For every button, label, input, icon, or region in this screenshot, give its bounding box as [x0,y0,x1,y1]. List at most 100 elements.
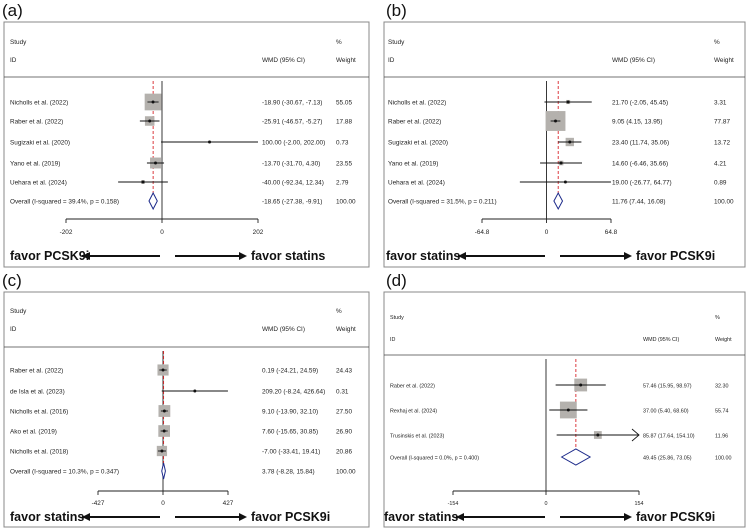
study-weight: 4.21 [714,161,727,168]
point-estimate [559,161,563,165]
study-weight: 0.31 [336,389,349,396]
study-weight: 17.88 [336,119,352,126]
study-weight: 77.87 [714,119,730,126]
study-weight: 27.50 [336,409,352,416]
study-row: Raber et al. (2022) 9.05 (4.15, 13.95) 77.… [388,111,730,131]
study-row: Yano et al. (2019) -13.70 (-31.70, 4.30) 2… [10,157,352,169]
forest-plot-d: Study ID WMD (95% CI)% Weight Raber et al. (… [383,291,746,528]
direction-left-label: favor statins [10,510,84,524]
point-estimate [568,140,572,144]
forest-plot-a: Study ID WMD (95% CI)% Weight Nicholls et al… [3,21,370,268]
direction-left-label: favor statins [384,510,458,524]
x-tick-label: -64.8 [475,229,490,236]
study-wmd-ci: -40.00 (-92.34, 12.34) [262,180,324,187]
overall-diamond [560,448,592,466]
overall-diamond [148,191,158,211]
study-wmd-ci: 209.20 (-8.24, 426.64) [262,389,325,396]
header-id: ID [390,337,395,343]
study-row: Sugizaki et al. (2020) 100.00 (-2.00, 202… [10,140,349,147]
study-weight: 55.05 [336,100,352,107]
point-estimate [563,180,567,184]
study-wmd-ci: -18.90 (-30.67, -7.13) [262,100,322,107]
direction-left-arrowhead [82,513,90,521]
study-name: Rexhaj et al. (2024) [390,409,437,415]
overall-row: Overall (I-squared = 31.5%, p = 0.211) 11… [388,191,734,211]
point-estimate [554,119,558,123]
point-estimate [160,449,164,453]
direction-right-arrowhead [239,252,247,260]
study-row: Trusinskis et al. (2023) 85.87 (17.64, 15… [390,428,728,442]
study-row: Raber et al. (2022) 0.19 (-24.21, 24.59) 2… [10,364,352,376]
study-row: Nicholls et al. (2018) -7.00 (-33.41, 19.… [10,445,352,457]
overall-row: Overall (I-squared = 0.0%, p = 0.400) 49.… [390,448,732,466]
x-tick-label: 0 [160,229,164,236]
header-percent: % [336,39,342,46]
point-estimate [566,408,570,412]
x-tick-label: -202 [60,229,73,236]
direction-left-arrowhead [458,252,466,260]
overall-diamond [161,462,166,480]
direction-left-arrowhead [456,513,464,521]
direction-right-label: favor PCSK9i [636,510,715,524]
study-wmd-ci: 85.87 (17.64, 154.10) [643,434,695,440]
x-tick-label: -427 [92,500,105,507]
header-id: ID [10,57,17,64]
study-row: Uehara et al. (2024) -40.00 (-92.34, 12.3… [10,180,349,187]
study-weight: 2.79 [336,180,349,187]
study-wmd-ci: 7.60 (-15.65, 30.85) [262,429,318,436]
study-weight: 0.89 [714,180,727,187]
study-row: Yano et al. (2019) 14.60 (-6.46, 35.66) 4.… [388,161,727,168]
study-wmd-ci: -13.70 (-31.70, 4.30) [262,161,320,168]
header-study: Study [10,308,27,315]
direction-right-arrowhead [624,252,632,260]
study-weight: 32.30 [715,384,729,390]
study-name: Nicholls et al. (2018) [10,449,68,456]
direction-left-label: favor statins [386,249,460,263]
header-wmd: WMD (95% CI) [262,57,305,64]
study-wmd-ci: -7.00 (-33.41, 19.41) [262,449,320,456]
overall-label: Overall (I-squared = 39.4%, p = 0.158) [10,199,119,206]
study-name: Nicholls et al. (2022) [388,100,446,107]
study-name: Raber et al. (2022) [390,384,435,390]
panel-label-c: (c) [2,271,22,290]
study-weight: 13.72 [714,140,730,147]
point-estimate [148,119,152,123]
x-tick-label: 0 [161,500,165,507]
study-wmd-ci: 100.00 (-2.00, 202.00) [262,140,325,147]
study-wmd-ci: 14.60 (-6.46, 35.66) [612,161,668,168]
study-weight: 11.96 [715,434,728,440]
header-percent: % [715,315,720,321]
study-name: Uehara et al. (2024) [388,180,445,187]
point-estimate [208,140,212,144]
study-row: Nicholls et al. (2016) 9.10 (-13.90, 32.1… [10,405,352,417]
study-wmd-ci: 57.46 (15.95, 98.97) [643,384,692,390]
overall-weight: 100.00 [714,199,734,206]
study-wmd-ci: 21.70 (-2.05, 45.45) [612,100,668,107]
direction-right-arrowhead [239,513,247,521]
direction-left-arrowhead [82,252,90,260]
study-weight: 24.43 [336,368,352,375]
study-row: de Isla et al. (2023) 209.20 (-8.24, 426.… [10,389,349,396]
overall-weight: 100.00 [336,469,356,476]
direction-right-label: favor PCSK9i [251,510,330,524]
study-wmd-ci: 0.19 (-24.21, 24.59) [262,368,318,375]
plot-frame [3,291,370,528]
x-tick-label: 0 [545,501,548,507]
overall-label: Overall (I-squared = 31.5%, p = 0.211) [388,199,497,206]
x-tick-label: 64.8 [605,229,618,236]
overall-wmd-ci: 11.76 (7.44, 16.08) [612,199,666,206]
overall-wmd-ci: -18.65 (-27.38, -9.91) [262,199,322,206]
study-row: Rexhaj et al. (2024) 37.00 (5.40, 68.60) 5… [390,401,729,419]
study-weight: 23.55 [336,161,352,168]
ci-arrow [631,428,640,442]
study-weight: 26.90 [336,429,352,436]
forest-plot-c: Study ID WMD (95% CI)% Weight Raber et al. (… [3,291,370,528]
header-weight: Weight [336,57,356,64]
overall-label: Overall (I-squared = 0.0%, p = 0.400) [390,456,479,462]
panel-label-a: (a) [2,1,23,20]
study-name: Yano et al. (2019) [10,161,60,168]
header-id: ID [10,326,17,333]
header-wmd: WMD (95% CI) [612,57,655,64]
panel-label-b: (b) [386,1,407,20]
